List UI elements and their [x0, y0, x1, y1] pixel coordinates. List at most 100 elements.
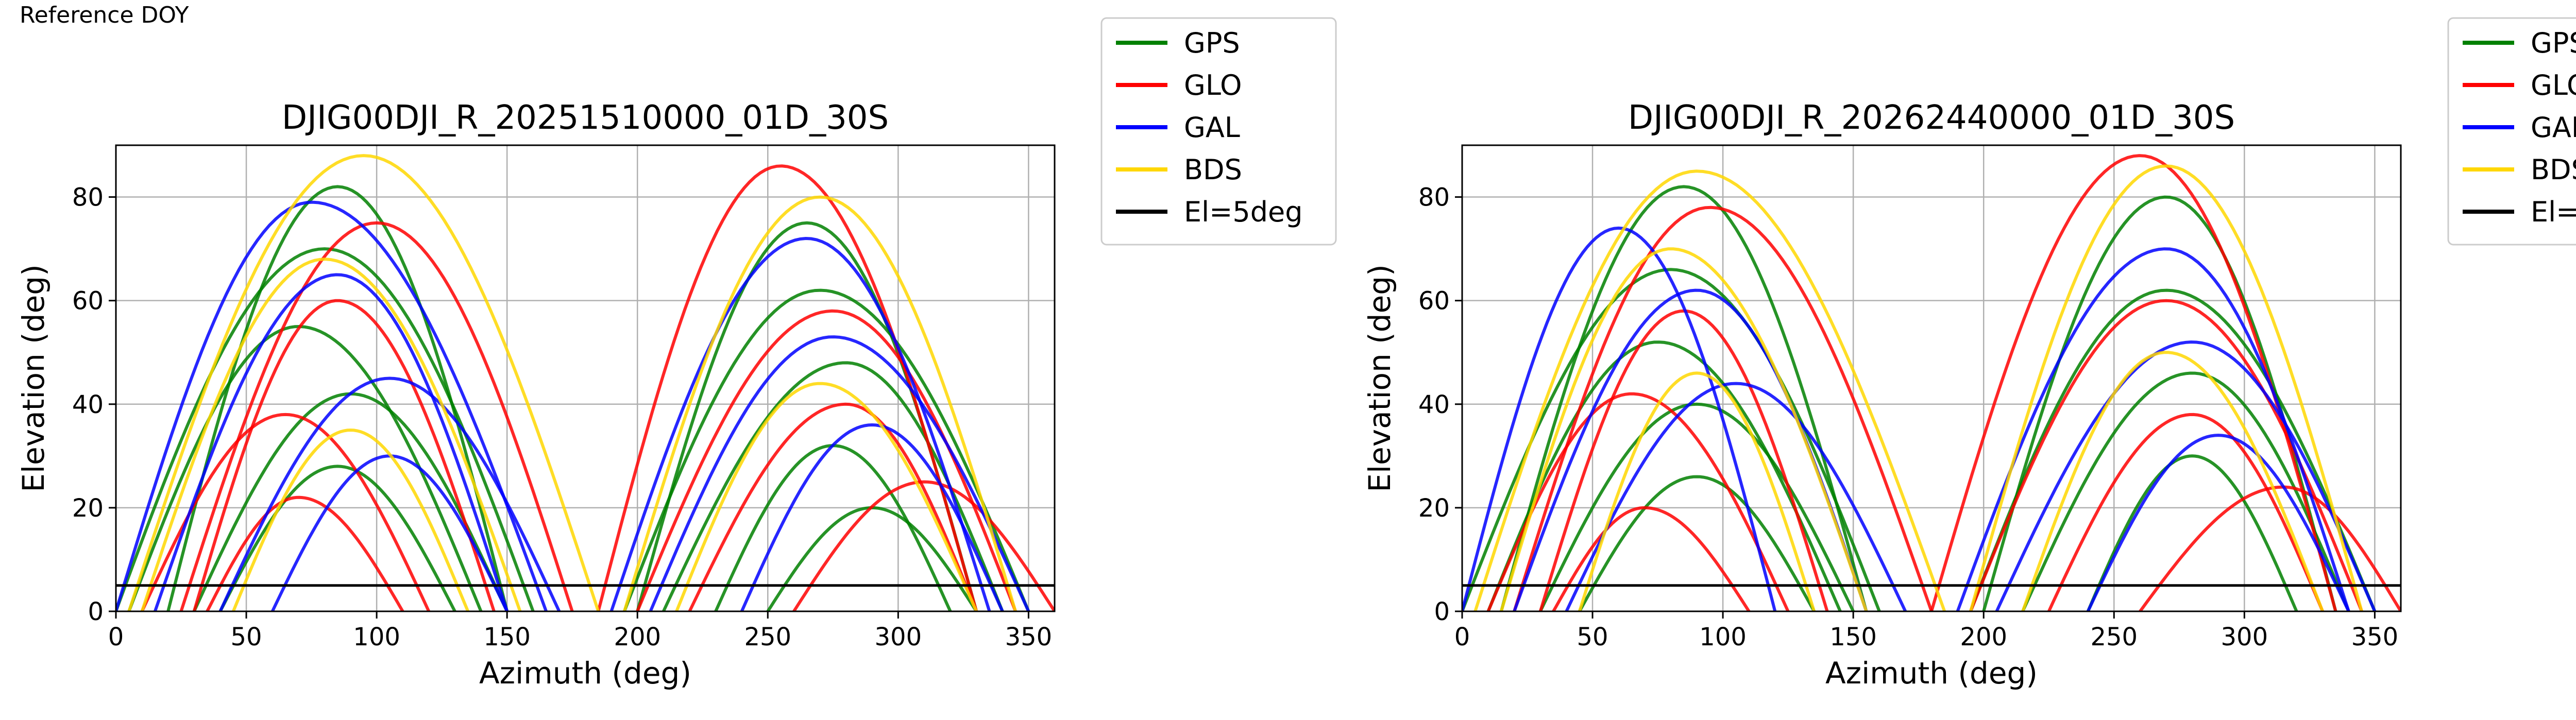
satellite-track: [675, 382, 978, 611]
satellite-track: [1969, 288, 2377, 611]
satellite-track: [609, 236, 991, 611]
satellite-track: [597, 164, 978, 611]
y-tick-label: 80: [1418, 183, 1450, 212]
x-tick-label: 0: [108, 623, 124, 652]
satellite-track: [740, 423, 1004, 611]
satellite-track: [2021, 371, 2350, 611]
series-glo: [140, 164, 1055, 611]
satellite-track: [218, 376, 561, 611]
satellite-track: [1473, 169, 1946, 611]
x-tick-label: 300: [2221, 623, 2268, 652]
x-tick-label: 250: [2090, 623, 2138, 652]
x-tick-label: 100: [353, 623, 400, 652]
y-tick-label: 40: [1418, 390, 1450, 419]
satellite-track: [688, 402, 978, 611]
y-tick-label: 60: [1418, 287, 1450, 316]
x-tick-label: 350: [2351, 623, 2399, 652]
satellite-track: [1462, 226, 1777, 611]
x-tick-label: 50: [1577, 623, 1608, 652]
satellite-track: [1552, 506, 1751, 611]
satellite-track: [231, 428, 470, 611]
satellite-track: [766, 506, 978, 611]
series-bds: [127, 154, 1018, 611]
legend-label: El=5deg: [2531, 196, 2576, 228]
satellite-track: [192, 299, 496, 611]
x-tick-label: 0: [1454, 623, 1470, 652]
x-axis-label: Azimuth (deg): [479, 656, 691, 691]
satellite-track: [1578, 371, 1816, 611]
satellite-track: [2086, 434, 2350, 611]
satellite-track: [127, 154, 600, 611]
legend-box: [1100, 17, 1337, 246]
satellite-track: [792, 480, 1055, 611]
satellite-track: [1995, 340, 2377, 611]
chart-panel: 0 50 100 150 200 250 300 350 0 20 40 60 80 DJIG00DJI_…: [1362, 17, 2576, 691]
y-tick-label: 20: [72, 494, 104, 523]
x-tick-label: 50: [231, 623, 262, 652]
satellite-track: [1565, 382, 1907, 611]
series-gal: [116, 200, 1030, 611]
legend-label: BDS: [1184, 153, 1242, 186]
x-axis-label: Azimuth (deg): [1825, 656, 2038, 691]
x-tick-label: 200: [614, 623, 661, 652]
x-tick-label: 150: [483, 623, 531, 652]
satellite-track: [179, 221, 574, 611]
legend-label: GLO: [1184, 69, 1242, 101]
page-header-text: Reference DOY: [20, 2, 189, 28]
y-axis-label: Elevation (deg): [16, 264, 51, 492]
satellite-track: [1969, 164, 2364, 611]
satellite-track: [649, 335, 1030, 611]
satellite-track: [218, 465, 456, 611]
satellite-track: [2138, 485, 2401, 611]
y-tick-label: 0: [88, 597, 104, 626]
x-tick-label: 100: [1699, 623, 1747, 652]
satellite-track: [2047, 413, 2325, 611]
legend-label: GPS: [1184, 27, 1240, 59]
satellite-track: [1513, 205, 1933, 611]
satellite-track: [116, 200, 548, 611]
x-tick-label: 300: [875, 623, 922, 652]
y-tick-label: 60: [72, 287, 104, 316]
axes-frame: [115, 144, 1056, 612]
satellite-track: [2086, 454, 2298, 611]
x-tick-label: 350: [1005, 623, 1053, 652]
satellite-track: [1499, 247, 1868, 611]
legend-label: GPS: [2531, 27, 2576, 59]
axes-frame: [1461, 144, 2402, 612]
plot-area: [116, 154, 1055, 611]
x-tick-label: 200: [1960, 623, 2007, 652]
satellite-track: [622, 288, 1030, 611]
satellite-track: [1930, 154, 2337, 611]
legend-label: GLO: [2531, 69, 2576, 101]
satellite-track: [127, 324, 483, 611]
legend: GPS GLO GAL BDS El=5deg: [2447, 17, 2576, 246]
chart-panel: 0 50 100 150 200 250 300 350 0 20 40 60 80 DJIG00DJI_…: [16, 17, 1337, 691]
legend: GPS GLO GAL BDS El=5deg: [1100, 17, 1337, 246]
satellite-track: [1499, 185, 1868, 611]
satellite-track: [1538, 402, 1855, 611]
plot-area: [1462, 154, 2401, 611]
y-tick-label: 0: [1434, 597, 1450, 626]
series-bds: [1473, 164, 2364, 611]
legend-label: GAL: [2531, 111, 2576, 144]
x-tick-label: 150: [1829, 623, 1877, 652]
satellite-track: [1486, 392, 1790, 611]
legend-label: BDS: [2531, 153, 2576, 186]
satellite-track: [2021, 351, 2325, 611]
satellite-track: [1538, 309, 1829, 611]
x-tick-label: 250: [744, 623, 791, 652]
y-tick-label: 40: [72, 390, 104, 419]
chart-title: DJIG00DJI_R_20262440000_01D_30S: [1628, 99, 2235, 137]
legend-label: GAL: [1184, 111, 1240, 144]
series-gps: [1462, 185, 2377, 611]
satellite-track: [622, 195, 1018, 611]
series-glo: [1486, 154, 2401, 611]
satellite-track: [1578, 475, 1816, 611]
satellite-track: [140, 258, 522, 611]
series-gal: [1462, 226, 2377, 611]
satellite-track: [153, 273, 509, 611]
chart-title: DJIG00DJI_R_20251510000_01D_30S: [282, 99, 889, 137]
y-tick-label: 80: [72, 183, 104, 212]
y-tick-label: 20: [1418, 494, 1450, 523]
